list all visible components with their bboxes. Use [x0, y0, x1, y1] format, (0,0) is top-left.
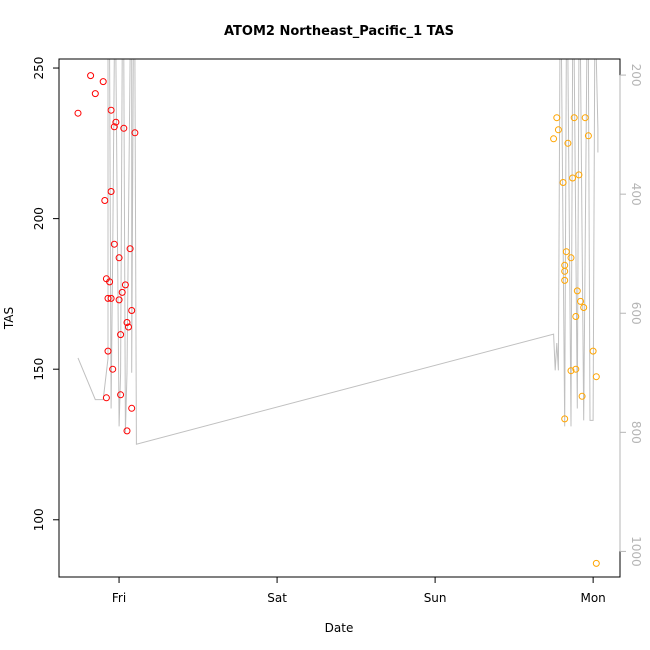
data-point	[562, 248, 570, 256]
data-point	[99, 78, 107, 86]
data-point	[572, 365, 580, 373]
plot-frame	[58, 58, 621, 578]
data-point	[567, 254, 575, 262]
data-point	[561, 415, 569, 423]
x-tick-label: Mon	[580, 591, 605, 605]
x-tick-label: Sun	[424, 591, 447, 605]
y-tick-label: 150	[32, 358, 46, 381]
series-2-points	[550, 114, 600, 567]
data-point	[561, 261, 569, 269]
data-point	[107, 294, 115, 302]
data-point	[117, 331, 125, 339]
data-point	[126, 245, 134, 253]
data-point	[112, 118, 120, 126]
y-tick-label: 100	[32, 508, 46, 531]
data-point	[110, 123, 118, 131]
y2-tick-label: 200	[629, 64, 643, 87]
data-point	[101, 197, 109, 204]
data-point	[570, 114, 578, 122]
data-point	[589, 347, 597, 355]
data-point	[567, 367, 575, 375]
y-tick-label: 250	[32, 57, 46, 80]
data-point	[569, 174, 577, 182]
data-point	[561, 276, 569, 284]
data-point	[110, 240, 118, 248]
data-point	[128, 404, 136, 412]
y2-tick-label: 400	[629, 183, 643, 206]
line-layer	[77, 58, 599, 445]
data-point	[559, 179, 567, 186]
x-axis-label: Date	[325, 621, 354, 635]
data-point	[104, 294, 112, 302]
data-point	[106, 278, 114, 286]
data-point	[580, 304, 588, 311]
data-point	[577, 297, 584, 305]
series-line	[77, 58, 599, 445]
y-axis-left: 100 150 200 250	[32, 57, 60, 531]
y2-tick-label: 800	[629, 421, 643, 444]
data-point	[102, 394, 110, 402]
data-point	[564, 139, 572, 147]
series-1-points	[74, 72, 139, 435]
data-point	[121, 281, 129, 289]
data-point	[578, 392, 586, 400]
data-point	[554, 126, 562, 134]
data-point	[107, 188, 115, 195]
y2-tick-label: 600	[629, 302, 643, 325]
data-point	[87, 72, 95, 80]
data-point	[91, 90, 99, 98]
x-tick-label: Sat	[267, 591, 287, 605]
data-point	[581, 114, 589, 122]
data-point	[109, 365, 117, 373]
data-point	[553, 114, 561, 122]
data-point	[107, 106, 115, 114]
data-point	[117, 391, 125, 399]
points-layer	[74, 72, 600, 567]
chart-title: ATOM2 Northeast_Pacific_1 TAS	[224, 24, 454, 39]
data-point	[115, 296, 123, 304]
data-point	[550, 135, 558, 143]
data-point	[118, 288, 126, 296]
data-point	[561, 267, 569, 275]
x-tick-label: Fri	[112, 591, 126, 605]
data-point	[115, 254, 123, 262]
data-point	[125, 323, 132, 331]
data-point	[592, 559, 600, 567]
data-point	[131, 129, 139, 137]
y2-tick-label: 1000	[629, 536, 643, 567]
data-point	[123, 427, 131, 435]
y-axis-right: 200 400 600 800 1000	[619, 64, 643, 567]
data-point	[584, 132, 592, 140]
data-point	[573, 287, 581, 295]
y-tick-label: 200	[32, 207, 46, 230]
data-point	[120, 124, 128, 132]
data-point	[128, 307, 136, 314]
data-point	[572, 313, 580, 320]
data-point	[575, 171, 583, 179]
data-point	[123, 319, 131, 326]
data-point	[592, 373, 600, 381]
y-axis-label: TAS	[2, 307, 16, 330]
data-point	[74, 109, 82, 117]
data-point	[104, 347, 112, 355]
x-axis: Fri Sat Sun Mon	[112, 576, 606, 605]
